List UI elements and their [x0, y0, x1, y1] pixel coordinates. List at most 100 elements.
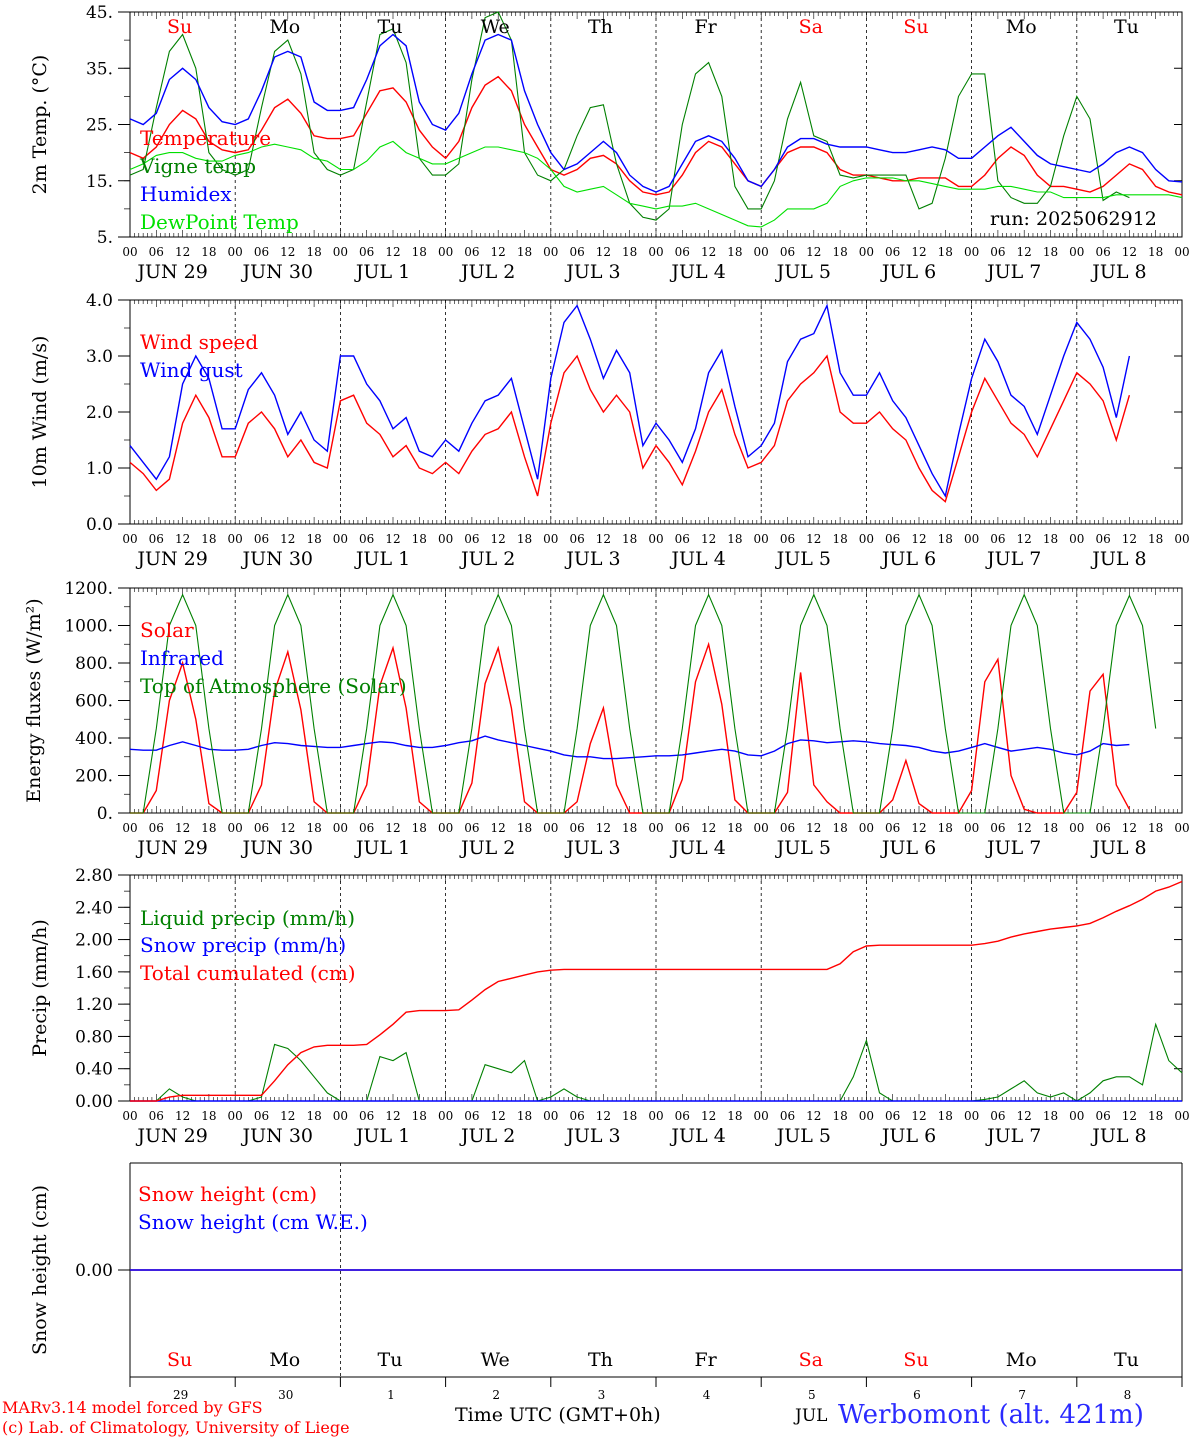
date-label: JUN 29 — [135, 548, 207, 570]
hour-tick-label: 12 — [491, 821, 506, 835]
time-axis-label: Time UTC (GMT+0h) — [455, 1404, 661, 1426]
hour-tick-label: 18 — [412, 245, 427, 259]
bottom-date-number: 6 — [913, 1388, 921, 1402]
hour-tick-label: 06 — [359, 821, 374, 835]
hour-tick-label: 00 — [122, 245, 137, 259]
hour-tick-label: 00 — [1069, 821, 1084, 835]
hour-tick-label: 00 — [543, 532, 558, 546]
date-label: JUL 5 — [775, 261, 831, 283]
hour-tick-label: 06 — [464, 821, 479, 835]
date-label: JUL 2 — [459, 837, 515, 859]
y-tick-label: 2.0 — [86, 403, 113, 423]
legend-entry: Vigne temp — [139, 154, 256, 178]
date-label: JUL 7 — [985, 1125, 1041, 1147]
hour-tick-label: 18 — [517, 245, 532, 259]
hour-tick-label: 18 — [622, 821, 637, 835]
y-axis-title: Energy fluxes (W/m²) — [23, 598, 45, 802]
hour-tick-label: 06 — [1095, 532, 1110, 546]
hour-tick-label: 12 — [596, 821, 611, 835]
date-label: JUL 6 — [880, 261, 936, 283]
bottom-date-number: 3 — [598, 1388, 606, 1402]
hour-tick-label: 00 — [1069, 245, 1084, 259]
hour-tick-label: 18 — [201, 245, 216, 259]
legend-entry: Snow precip (mm/h) — [140, 933, 346, 957]
hour-tick-label: 00 — [122, 532, 137, 546]
hour-tick-label: 00 — [122, 821, 137, 835]
hour-tick-label: 12 — [701, 245, 716, 259]
hour-tick-label: 00 — [333, 532, 348, 546]
date-label: JUL 4 — [669, 1125, 725, 1147]
hour-tick-label: 12 — [806, 532, 821, 546]
hour-tick-label: 12 — [701, 821, 716, 835]
hour-tick-label: 18 — [1148, 245, 1163, 259]
panel-frame — [129, 299, 1183, 525]
hour-tick-label: 12 — [806, 245, 821, 259]
hour-tick-label: 12 — [911, 245, 926, 259]
hour-tick-label: 00 — [964, 821, 979, 835]
hour-tick-label: 06 — [885, 1109, 900, 1123]
hour-tick-label: 12 — [385, 532, 400, 546]
bottom-date-number: 1 — [387, 1388, 395, 1402]
hour-tick-label: 06 — [675, 245, 690, 259]
series-line-0 — [130, 641, 1131, 814]
hour-tick-label: 12 — [911, 821, 926, 835]
hour-tick-label: 00 — [964, 1109, 979, 1123]
hour-tick-label: 18 — [1043, 1109, 1058, 1123]
hour-tick-label: 06 — [675, 1109, 690, 1123]
y-axis-title: 10m Wind (m/s) — [29, 336, 51, 489]
hour-tick-label: 18 — [938, 1109, 953, 1123]
hour-tick-label: 18 — [727, 821, 742, 835]
hour-tick-label: 00 — [859, 245, 874, 259]
hour-tick-label: 12 — [280, 1109, 295, 1123]
date-label: JUL 8 — [1090, 1125, 1146, 1147]
hour-tick-label: 06 — [990, 1109, 1005, 1123]
hour-tick-label: 12 — [385, 1109, 400, 1123]
hour-tick-label: 12 — [701, 1109, 716, 1123]
y-tick-label: 2.40 — [75, 898, 113, 918]
hour-tick-label: 00 — [1174, 1109, 1189, 1123]
legend-entry: Infrared — [140, 646, 224, 670]
y-tick-label: 200. — [75, 767, 113, 787]
hour-tick-label: 00 — [754, 245, 769, 259]
day-marker-top: Fr — [694, 16, 717, 38]
hour-tick-label: 12 — [701, 532, 716, 546]
hour-tick-label: 06 — [1095, 821, 1110, 835]
series-line-0 — [129, 354, 1131, 503]
date-label: JUL 2 — [459, 1125, 515, 1147]
hour-tick-label: 06 — [990, 245, 1005, 259]
date-label: JUL 8 — [1090, 837, 1146, 859]
date-label: JUL 3 — [564, 261, 620, 283]
hour-tick-label: 06 — [359, 1109, 374, 1123]
hour-tick-label: 18 — [412, 532, 427, 546]
hour-tick-label: 18 — [1043, 245, 1058, 259]
date-label: JUL 3 — [564, 1125, 620, 1147]
hour-tick-label: 12 — [1122, 245, 1137, 259]
y-axis-title: Snow height (cm) — [29, 1185, 51, 1355]
y-tick-label: 1.60 — [75, 963, 113, 983]
date-label: JUL 7 — [985, 548, 1041, 570]
hour-tick-label: 00 — [1069, 532, 1084, 546]
hour-tick-label: 00 — [543, 821, 558, 835]
hour-tick-label: 00 — [438, 1109, 453, 1123]
day-marker-top: Tu — [378, 16, 403, 38]
hour-tick-label: 12 — [175, 1109, 190, 1123]
date-label: JUL 1 — [354, 548, 410, 570]
hour-tick-label: 06 — [569, 821, 584, 835]
day-marker-bottom: Su — [903, 1349, 928, 1371]
date-label: JUN 30 — [241, 548, 313, 570]
hour-tick-label: 18 — [1148, 532, 1163, 546]
hour-tick-label: 06 — [885, 532, 900, 546]
date-label: JUN 29 — [135, 261, 207, 283]
hour-tick-label: 12 — [1017, 532, 1032, 546]
hour-tick-label: 12 — [1122, 821, 1137, 835]
hour-tick-label: 06 — [359, 532, 374, 546]
legend-entry: Liquid precip (mm/h) — [140, 906, 355, 930]
y-tick-label: 600. — [75, 692, 113, 712]
hour-tick-label: 06 — [780, 245, 795, 259]
hour-tick-label: 12 — [280, 245, 295, 259]
y-tick-label: 1.20 — [75, 995, 113, 1015]
hour-tick-label: 12 — [175, 821, 190, 835]
hour-tick-label: 06 — [990, 532, 1005, 546]
series-line-2 — [129, 33, 1183, 193]
